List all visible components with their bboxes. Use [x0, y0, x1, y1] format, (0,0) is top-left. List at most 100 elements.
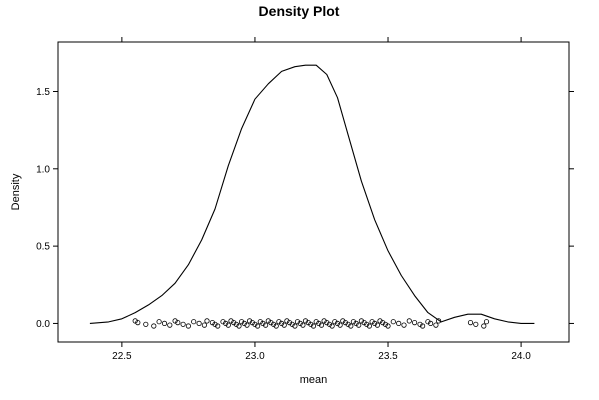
rug-point	[292, 323, 298, 329]
rug-point	[356, 322, 362, 328]
rug-point	[427, 320, 434, 326]
rug-point	[435, 318, 442, 324]
rug-point	[297, 320, 303, 326]
rug-point	[294, 319, 301, 325]
rug-point	[252, 321, 258, 327]
rug-point	[215, 323, 221, 329]
rug-point	[281, 322, 287, 328]
rug-point	[156, 319, 162, 325]
y-axis-label: Density	[10, 173, 22, 210]
rug-point	[270, 321, 277, 327]
rug-point	[209, 319, 215, 326]
rug-point	[406, 318, 412, 324]
y-axis-left: 0.0 0.5 1.0 1.5	[36, 87, 58, 330]
rug-point	[366, 323, 372, 329]
y-tick-label: 0.0	[36, 319, 50, 330]
rug-point	[358, 318, 364, 324]
rug-point	[257, 319, 263, 325]
rug-point	[467, 319, 474, 326]
rug-point	[361, 319, 367, 326]
rug-point	[244, 322, 250, 328]
rug-point	[308, 321, 314, 327]
rug-point	[481, 323, 487, 329]
rug-point	[132, 318, 138, 324]
x-axis-bottom: 22.5 23.0 23.5 24.0	[112, 342, 531, 362]
rug-point	[223, 320, 229, 326]
x-axis-label: mean	[300, 374, 328, 386]
rug-point	[233, 321, 239, 327]
rug-point	[377, 318, 383, 324]
rug-point	[276, 319, 282, 325]
rug-point	[380, 319, 386, 326]
rug-point	[345, 321, 351, 327]
y-tick-label: 1.5	[36, 87, 50, 98]
rug-point	[161, 320, 168, 326]
rug-point	[310, 323, 317, 329]
rug-point	[350, 319, 356, 325]
rug-point	[191, 319, 197, 325]
rug-point	[411, 319, 418, 326]
rug-point	[302, 318, 309, 324]
rug-point	[326, 321, 333, 327]
rug-point	[220, 319, 226, 325]
rug-point	[337, 322, 343, 328]
rug-point	[342, 319, 348, 326]
rug-point	[196, 320, 202, 326]
y-tick-label: 0.5	[36, 242, 50, 253]
x-tick-label: 23.5	[378, 351, 398, 362]
rug-point	[286, 319, 293, 326]
rug-point	[239, 319, 245, 325]
rug-point	[185, 323, 191, 329]
rug-point	[433, 322, 439, 328]
rug-point	[151, 323, 157, 329]
rug-point	[268, 319, 274, 326]
rug-point	[260, 320, 266, 326]
rug-point	[396, 320, 402, 326]
rug-point	[483, 319, 490, 325]
rug-point	[255, 323, 261, 329]
rug-point	[340, 318, 346, 324]
x-tick-label: 23.0	[245, 351, 265, 362]
rug-point	[172, 318, 178, 324]
rug-point	[305, 319, 311, 326]
rug-point	[348, 323, 354, 329]
rug-point	[204, 318, 210, 324]
y-axis-right	[569, 90, 574, 324]
rug-point	[249, 319, 255, 326]
plot-frame	[57, 41, 570, 343]
rug-point	[321, 318, 327, 324]
rug-point	[273, 323, 279, 329]
rug-point	[300, 322, 306, 328]
rug-point	[329, 323, 335, 329]
rug-point	[417, 321, 423, 327]
rug-point	[372, 320, 378, 326]
rug-point	[289, 321, 295, 327]
rug-point	[265, 318, 271, 324]
rug-point	[332, 319, 338, 325]
rug-point	[369, 319, 375, 325]
rug-point	[390, 319, 396, 325]
series-layer	[89, 64, 535, 329]
rug-point	[401, 322, 407, 328]
rug-point	[228, 318, 234, 324]
x-tick-label: 22.5	[112, 351, 132, 362]
rug-point	[212, 321, 218, 327]
x-axis-top	[121, 37, 522, 42]
rug-point	[225, 322, 231, 328]
rug-point	[318, 322, 325, 328]
density-curve	[89, 64, 535, 324]
rug-point	[353, 320, 359, 326]
rug-point	[382, 321, 388, 327]
rug-point	[324, 319, 330, 326]
rug-point	[241, 320, 247, 326]
rug-point	[316, 320, 322, 326]
rug-point	[278, 320, 285, 326]
rug-point	[313, 319, 319, 325]
chart-title: Density Plot	[259, 3, 340, 19]
rug-point	[425, 319, 431, 325]
rug-point	[175, 319, 181, 326]
y-tick-label: 1.0	[36, 164, 50, 175]
rug-point	[247, 318, 253, 324]
